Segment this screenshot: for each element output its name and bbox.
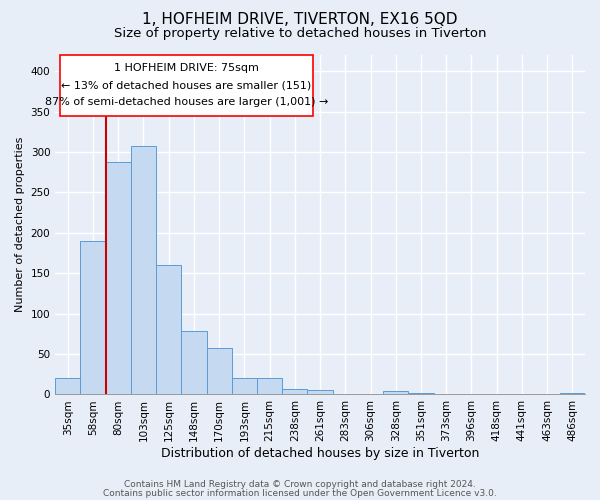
Bar <box>131 146 156 394</box>
Bar <box>232 378 257 394</box>
Bar <box>560 393 585 394</box>
Text: 87% of semi-detached houses are larger (1,001) →: 87% of semi-detached houses are larger (… <box>44 98 328 108</box>
Bar <box>383 391 409 394</box>
Bar <box>307 390 332 394</box>
Text: Contains HM Land Registry data © Crown copyright and database right 2024.: Contains HM Land Registry data © Crown c… <box>124 480 476 489</box>
Bar <box>206 348 232 395</box>
Text: 1, HOFHEIM DRIVE, TIVERTON, EX16 5QD: 1, HOFHEIM DRIVE, TIVERTON, EX16 5QD <box>142 12 458 28</box>
Bar <box>80 241 106 394</box>
Bar <box>55 378 80 394</box>
Y-axis label: Number of detached properties: Number of detached properties <box>15 137 25 312</box>
Text: 1 HOFHEIM DRIVE: 75sqm: 1 HOFHEIM DRIVE: 75sqm <box>114 64 259 74</box>
Text: Contains public sector information licensed under the Open Government Licence v3: Contains public sector information licen… <box>103 488 497 498</box>
Text: ← 13% of detached houses are smaller (151): ← 13% of detached houses are smaller (15… <box>61 80 311 90</box>
X-axis label: Distribution of detached houses by size in Tiverton: Distribution of detached houses by size … <box>161 447 479 460</box>
FancyBboxPatch shape <box>60 55 313 116</box>
Bar <box>282 389 307 394</box>
Bar <box>409 393 434 394</box>
Bar <box>156 265 181 394</box>
Bar <box>257 378 282 394</box>
Bar <box>106 162 131 394</box>
Text: Size of property relative to detached houses in Tiverton: Size of property relative to detached ho… <box>114 28 486 40</box>
Bar <box>181 330 206 394</box>
